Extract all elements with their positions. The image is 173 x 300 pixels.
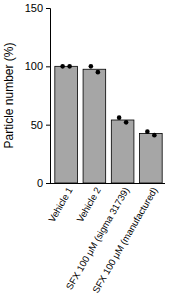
replicate-point: [96, 70, 101, 75]
replicate-point: [124, 120, 129, 125]
replicate-point: [117, 115, 122, 120]
y-tick-label: 100: [25, 60, 43, 72]
y-tick-mark: [46, 66, 50, 67]
x-tick-label: SFX 100 μM (manufactured): [90, 185, 160, 294]
y-tick: 100: [25, 60, 50, 72]
x-tick-label: Vehicle 2: [74, 185, 103, 224]
x-axis: Vehicle 1Vehicle 2SFX 100 μM (sigma 3173…: [46, 183, 165, 295]
replicate-point: [89, 64, 94, 69]
plot-area: [55, 64, 162, 183]
x-tick: Vehicle 1: [46, 183, 75, 224]
y-axis: 0 50 100 150: [25, 2, 51, 189]
x-tick-label: Vehicle 1: [46, 185, 75, 224]
y-tick-mark: [46, 183, 50, 184]
y-tick: 150: [25, 2, 50, 14]
x-axis-line: [50, 183, 165, 184]
replicate-point: [67, 64, 72, 69]
y-axis-title: Particle number (%): [2, 42, 16, 148]
chart: 0 50 100 150 Vehicle 1Vehicle 2SFX 100 μM (s…: [0, 0, 173, 300]
y-axis-line: [46, 9, 51, 184]
replicate-point: [152, 133, 157, 138]
x-tick: SFX 100 μM (manufactured): [90, 183, 160, 295]
y-tick: 50: [31, 119, 50, 131]
bar: [83, 69, 106, 183]
replicate-point: [145, 129, 150, 134]
y-tick-label: 150: [25, 2, 43, 14]
y-tick-label: 50: [31, 119, 43, 131]
replicate-point: [60, 64, 65, 69]
bar: [55, 66, 78, 183]
bar: [140, 133, 163, 183]
y-tick-label: 0: [37, 177, 43, 189]
x-tick: Vehicle 2: [74, 183, 103, 224]
bar: [111, 120, 134, 183]
y-tick: 0: [37, 177, 50, 189]
y-tick-mark: [46, 8, 50, 9]
y-tick-mark: [46, 125, 50, 126]
